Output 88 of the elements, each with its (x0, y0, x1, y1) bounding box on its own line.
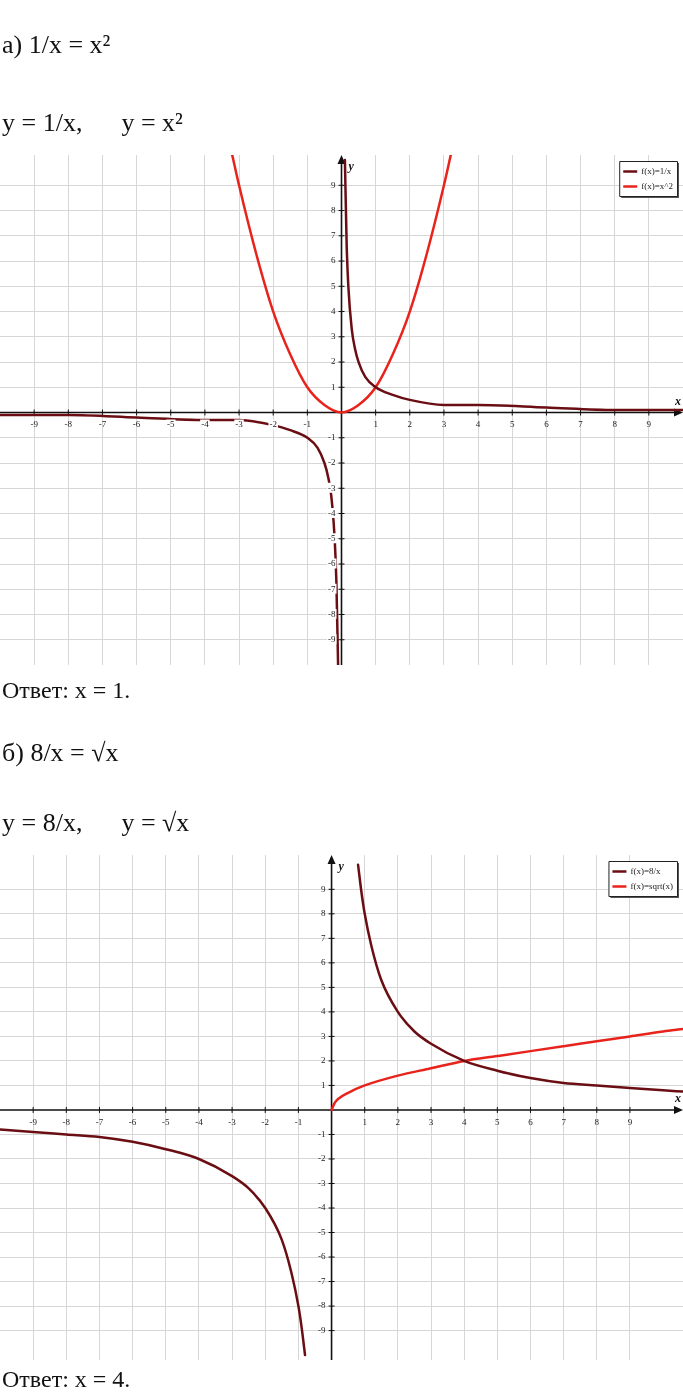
y-tick-label: -8 (328, 608, 336, 619)
chart-title: б) 8/x = √x (1, 736, 120, 769)
x-tick-label: -9 (30, 419, 39, 430)
y-tick-label: -1 (318, 1128, 326, 1139)
x-tick-label: 6 (528, 1116, 534, 1127)
legend-label: f(x)=1/x (641, 165, 672, 176)
x-tick-label: -7 (95, 1116, 104, 1127)
legend-label: f(x)=8/x (630, 865, 662, 876)
x-tick-label: -7 (98, 419, 107, 430)
y-tick-label: 2 (321, 1055, 326, 1066)
x-tick-label: -4 (195, 1116, 204, 1127)
y-tick-label: -2 (318, 1153, 326, 1164)
y-tick-label: -3 (328, 482, 336, 493)
y-tick-label: 7 (321, 932, 327, 943)
x-tick-label: -5 (167, 419, 175, 430)
x-tick-label: -5 (162, 1116, 171, 1127)
x-axis-title: x (674, 1091, 681, 1106)
y-tick-label: 3 (331, 331, 336, 342)
x-tick-label: 1 (373, 419, 378, 430)
x-tick-label: 9 (646, 419, 652, 430)
chart-subtitle: y = 1/x, y = x² (1, 106, 184, 139)
y-tick-label: 2 (331, 356, 336, 367)
x-tick-label: 4 (461, 1116, 467, 1127)
y-tick-label: 7 (331, 230, 336, 241)
y-tick-label: -4 (318, 1202, 327, 1213)
chart-title: а) 1/x = x² (1, 29, 112, 61)
chart-subtitle: y = 8/x, y = √x (1, 806, 191, 839)
x-tick-label: 3 (441, 419, 447, 430)
x-tick-label: 4 (475, 419, 481, 430)
y-tick-label: 9 (321, 883, 327, 894)
y-tick-label: -9 (328, 634, 336, 645)
y-tick-label: 1 (321, 1079, 326, 1090)
y-tick-label: -4 (328, 507, 336, 518)
y-tick-label: -6 (318, 1251, 327, 1262)
y-tick-label: 6 (331, 255, 336, 266)
y-tick-label: 4 (331, 305, 336, 316)
x-tick-label: 8 (612, 419, 618, 430)
x-tick-label: 2 (395, 1116, 401, 1127)
y-tick-label: -9 (318, 1324, 327, 1335)
x-tick-label: 5 (510, 419, 515, 430)
y-tick-label: 4 (321, 1006, 327, 1017)
x-tick-label: -1 (303, 419, 312, 430)
x-tick-label: -8 (64, 419, 73, 430)
text: Ответ: x = 1. (1, 675, 132, 705)
y-tick-label: -2 (328, 457, 336, 468)
x-tick-label: 9 (627, 1116, 633, 1127)
y-tick-label: -3 (318, 1177, 327, 1188)
line-series (330, 1027, 683, 1112)
y-tick-label: 8 (321, 908, 327, 919)
y-tick-label: 5 (331, 280, 336, 291)
x-tick-label: -3 (228, 1116, 237, 1127)
x-tick-label: -4 (201, 419, 210, 430)
x-tick-label: -1 (294, 1116, 303, 1127)
y-tick-label: 1 (331, 381, 336, 392)
x-tick-label: -2 (269, 419, 277, 430)
legend-label: f(x)=sqrt(x) (630, 880, 673, 891)
x-tick-label: 2 (407, 419, 413, 430)
y-tick-label: -7 (318, 1275, 327, 1286)
y-tick-label: -5 (318, 1226, 327, 1237)
x-tick-label: -3 (235, 419, 244, 430)
x-axis-title: x (674, 393, 681, 408)
y-axis-title: y (336, 859, 345, 874)
y-tick-label: -8 (318, 1300, 327, 1311)
x-tick-label: 7 (578, 419, 584, 430)
line-series (230, 155, 453, 414)
x-tick-label: 6 (544, 419, 550, 430)
y-tick-label: -7 (328, 583, 336, 594)
x-tick-label: -6 (128, 1116, 137, 1127)
text: Ответ: x = 4. (1, 1364, 132, 1394)
x-tick-label: -8 (62, 1116, 71, 1127)
y-tick-label: 5 (321, 981, 327, 992)
y-tick-label: -1 (328, 432, 336, 443)
y-tick-label: 8 (331, 204, 336, 215)
x-tick-label: -2 (261, 1116, 269, 1127)
y-tick-label: 6 (321, 957, 327, 968)
x-tick-label: -9 (29, 1116, 38, 1127)
y-axis-title: y (346, 159, 355, 174)
y-tick-label: 3 (321, 1030, 327, 1041)
y-tick-label: 9 (331, 179, 336, 190)
x-tick-label: -6 (132, 419, 141, 430)
x-tick-label: 7 (561, 1116, 567, 1127)
y-tick-label: -6 (328, 558, 336, 569)
x-tick-label: 3 (428, 1116, 434, 1127)
x-tick-label: 1 (362, 1116, 367, 1127)
x-tick-label: 5 (495, 1116, 501, 1127)
legend-label: f(x)=x^2 (641, 180, 674, 191)
x-tick-label: 8 (594, 1116, 600, 1127)
y-tick-label: -5 (328, 533, 336, 544)
